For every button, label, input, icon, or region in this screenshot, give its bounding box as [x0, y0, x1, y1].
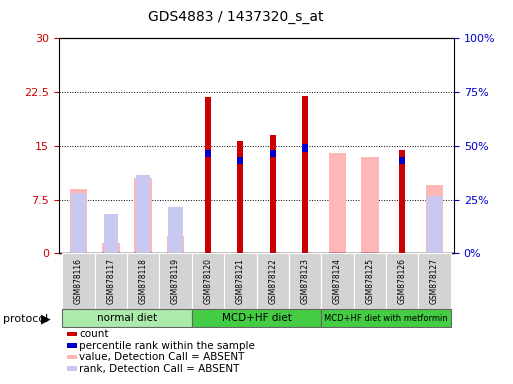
Bar: [192, 253, 224, 309]
Bar: [136, 175, 150, 253]
Text: GSM878118: GSM878118: [139, 258, 148, 304]
Text: GSM878122: GSM878122: [268, 258, 277, 304]
Text: GSM878126: GSM878126: [398, 258, 407, 304]
Bar: [426, 185, 443, 253]
Bar: [62, 310, 192, 327]
Text: GSM878120: GSM878120: [204, 258, 212, 304]
Text: count: count: [79, 329, 109, 339]
Bar: [238, 141, 243, 253]
Bar: [94, 253, 127, 309]
Bar: [399, 149, 405, 253]
Bar: [205, 97, 211, 253]
Bar: [270, 135, 275, 253]
Bar: [289, 253, 321, 309]
Bar: [167, 235, 185, 253]
Text: GDS4883 / 1437320_s_at: GDS4883 / 1437320_s_at: [148, 10, 324, 24]
Text: rank, Detection Call = ABSENT: rank, Detection Call = ABSENT: [79, 364, 240, 374]
Bar: [256, 253, 289, 309]
Bar: [168, 207, 183, 253]
Bar: [62, 253, 94, 309]
Bar: [302, 144, 308, 152]
Text: GSM878124: GSM878124: [333, 258, 342, 304]
Text: normal diet: normal diet: [97, 313, 157, 323]
Bar: [224, 253, 256, 309]
Bar: [399, 157, 405, 164]
Text: GSM878123: GSM878123: [301, 258, 309, 304]
Bar: [205, 149, 211, 157]
Bar: [302, 96, 308, 253]
Bar: [70, 189, 87, 253]
Bar: [328, 153, 346, 253]
Text: GSM878116: GSM878116: [74, 258, 83, 304]
Text: MCD+HF diet with metformin: MCD+HF diet with metformin: [324, 314, 448, 323]
Bar: [127, 253, 160, 309]
Text: protocol: protocol: [3, 314, 48, 324]
Bar: [419, 253, 451, 309]
Text: GSM878127: GSM878127: [430, 258, 439, 304]
Bar: [192, 310, 321, 327]
Bar: [238, 157, 243, 164]
Bar: [104, 214, 118, 253]
Text: GSM878117: GSM878117: [106, 258, 115, 304]
Bar: [71, 192, 86, 253]
Text: value, Detection Call = ABSENT: value, Detection Call = ABSENT: [79, 352, 244, 362]
Text: ▶: ▶: [41, 312, 50, 325]
Bar: [321, 310, 451, 327]
Bar: [160, 253, 192, 309]
Bar: [361, 157, 379, 253]
Bar: [134, 178, 152, 253]
Bar: [321, 253, 353, 309]
Text: percentile rank within the sample: percentile rank within the sample: [79, 341, 255, 351]
Text: GSM878119: GSM878119: [171, 258, 180, 304]
Text: MCD+HF diet: MCD+HF diet: [222, 313, 291, 323]
Bar: [102, 243, 120, 253]
Text: GSM878121: GSM878121: [236, 258, 245, 304]
Bar: [270, 149, 275, 157]
Text: GSM878125: GSM878125: [365, 258, 374, 304]
Bar: [353, 253, 386, 309]
Bar: [386, 253, 419, 309]
Bar: [427, 196, 442, 253]
